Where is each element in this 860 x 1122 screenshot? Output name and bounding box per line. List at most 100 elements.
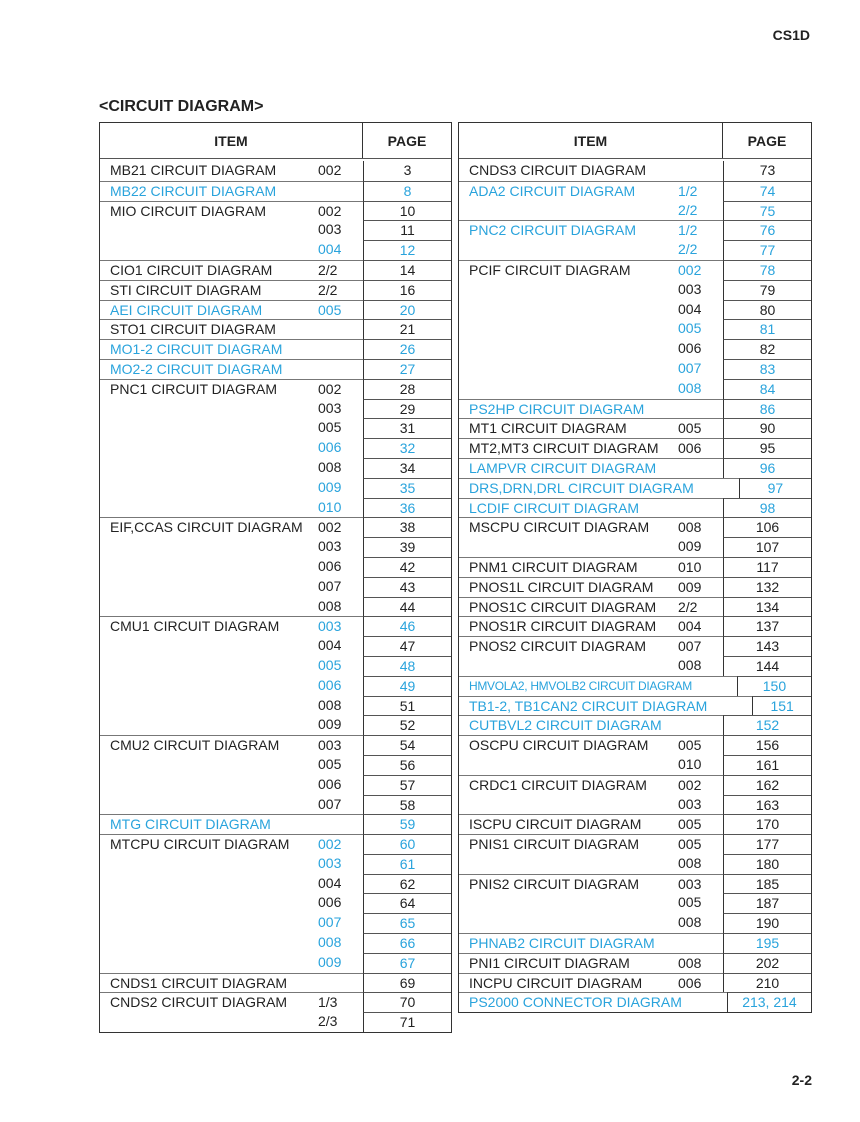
page-reference[interactable]: 57 [363, 774, 451, 795]
table-row[interactable]: 009 52 [100, 715, 451, 736]
page-reference[interactable]: 43 [363, 576, 451, 597]
diagram-name[interactable]: PHNAB2 CIRCUIT DIAGRAM [469, 935, 655, 952]
page-reference[interactable]: 12 [363, 240, 451, 260]
page-reference[interactable]: 42 [363, 556, 451, 577]
table-row[interactable]: 003 11 [100, 220, 451, 241]
table-row[interactable]: ADA2 CIRCUIT DIAGRAM 1/2 74 [459, 180, 811, 201]
page-reference[interactable]: 90 [723, 418, 811, 439]
diagram-name[interactable]: LCDIF CIRCUIT DIAGRAM [469, 499, 640, 516]
page-reference[interactable]: 185 [723, 873, 811, 894]
page-reference[interactable]: 195 [723, 933, 811, 953]
table-row[interactable]: 004 47 [100, 636, 451, 656]
page-reference[interactable]: 54 [363, 735, 451, 755]
table-row[interactable]: MT2,MT3 CIRCUIT DIAGRAM 006 95 [459, 438, 811, 458]
page-reference[interactable]: 36 [363, 497, 451, 518]
table-row[interactable]: 005 81 [459, 319, 811, 340]
page-reference[interactable]: 61 [363, 853, 451, 874]
diagram-name[interactable]: PNM1 CIRCUIT DIAGRAM [469, 558, 638, 575]
table-row[interactable]: PNOS1R CIRCUIT DIAGRAM 004 137 [459, 616, 811, 637]
page-reference[interactable]: 107 [723, 537, 811, 557]
table-row[interactable]: 006 57 [100, 774, 451, 795]
table-row[interactable]: PNOS2 CIRCUIT DIAGRAM 007 143 [459, 636, 811, 656]
page-reference[interactable]: 81 [723, 319, 811, 340]
diagram-name[interactable]: MB22 CIRCUIT DIAGRAM [110, 182, 277, 199]
table-row[interactable]: PNIS1 CIRCUIT DIAGRAM 005 177 [459, 834, 811, 854]
page-reference[interactable]: 58 [363, 794, 451, 815]
page-reference[interactable]: 34 [363, 457, 451, 478]
page-reference[interactable]: 190 [723, 913, 811, 934]
table-row[interactable]: 008 34 [100, 457, 451, 478]
table-row[interactable]: PNOS1L CIRCUIT DIAGRAM 009 132 [459, 576, 811, 597]
page-reference[interactable]: 170 [723, 814, 811, 835]
diagram-name[interactable]: HMVOLA2, HMVOLB2 CIRCUIT DIAGRAM [469, 678, 692, 693]
table-row[interactable]: LCDIF CIRCUIT DIAGRAM 98 [459, 497, 811, 518]
diagram-name[interactable]: MT2,MT3 CIRCUIT DIAGRAM [469, 440, 659, 457]
table-row[interactable]: MB21 CIRCUIT DIAGRAM 002 3 [100, 161, 451, 181]
table-row[interactable]: PNI1 CIRCUIT DIAGRAM 008 202 [459, 952, 811, 973]
page-reference[interactable]: 14 [363, 259, 451, 280]
table-row[interactable]: STI CIRCUIT DIAGRAM 2/2 16 [100, 279, 451, 300]
table-row[interactable]: CNDS2 CIRCUIT DIAGRAM 1/3 70 [100, 992, 451, 1013]
page-reference[interactable]: 187 [723, 893, 811, 914]
table-row[interactable]: 008 190 [459, 913, 811, 934]
table-row[interactable]: 007 65 [100, 913, 451, 934]
diagram-name[interactable]: PS2HP CIRCUIT DIAGRAM [469, 400, 645, 417]
page-reference[interactable]: 69 [363, 972, 451, 993]
table-row[interactable]: 006 82 [459, 339, 811, 359]
page-reference[interactable]: 150 [736, 675, 811, 696]
table-row[interactable]: 003 29 [100, 398, 451, 419]
page-reference[interactable]: 132 [723, 576, 811, 597]
page-reference[interactable]: 96 [723, 457, 811, 478]
diagram-name[interactable]: AEI CIRCUIT DIAGRAM [110, 301, 263, 318]
page-reference[interactable]: 47 [363, 636, 451, 656]
diagram-name[interactable]: MO1-2 CIRCUIT DIAGRAM [110, 341, 283, 358]
page-reference[interactable]: 64 [363, 893, 451, 914]
diagram-name[interactable]: MTG CIRCUIT DIAGRAM [110, 816, 271, 833]
table-row[interactable]: 004 62 [100, 873, 451, 894]
table-row[interactable]: 010 36 [100, 497, 451, 518]
table-row[interactable]: 2/3 71 [100, 1012, 451, 1033]
diagram-name[interactable]: ADA2 CIRCUIT DIAGRAM [469, 182, 636, 199]
table-row[interactable]: 007 58 [100, 794, 451, 815]
diagram-name[interactable]: PNIS1 CIRCUIT DIAGRAM [469, 836, 640, 853]
page-reference[interactable]: 35 [363, 477, 451, 498]
page-reference[interactable]: 162 [723, 774, 811, 795]
table-row[interactable]: ISCPU CIRCUIT DIAGRAM 005 170 [459, 814, 811, 835]
diagram-name[interactable]: CIO1 CIRCUIT DIAGRAM [110, 261, 273, 278]
page-reference[interactable]: 51 [363, 695, 451, 716]
page-reference[interactable]: 11 [363, 220, 451, 241]
table-row[interactable]: PNC1 CIRCUIT DIAGRAM 002 28 [100, 378, 451, 399]
page-reference[interactable]: 49 [363, 675, 451, 696]
diagram-name[interactable]: ISCPU CIRCUIT DIAGRAM [469, 816, 642, 833]
diagram-name[interactable]: MIO CIRCUIT DIAGRAM [110, 202, 267, 219]
table-row[interactable]: 003 39 [100, 537, 451, 557]
diagram-name[interactable]: OSCPU CIRCUIT DIAGRAM [469, 737, 649, 754]
table-row[interactable]: PHNAB2 CIRCUIT DIAGRAM 195 [459, 933, 811, 953]
table-row[interactable]: MTCPU CIRCUIT DIAGRAM 002 60 [100, 834, 451, 854]
table-row[interactable]: 006 42 [100, 556, 451, 577]
page-reference[interactable]: 86 [723, 398, 811, 419]
table-row[interactable]: 003 79 [459, 279, 811, 300]
page-reference[interactable]: 74 [723, 180, 811, 201]
diagram-name[interactable]: MB21 CIRCUIT DIAGRAM [110, 162, 277, 178]
diagram-name[interactable]: MTCPU CIRCUIT DIAGRAM [110, 836, 290, 853]
table-row[interactable]: TB1-2, TB1CAN2 CIRCUIT DIAGRAM 151 [459, 695, 811, 716]
table-row[interactable]: EIF,CCAS CIRCUIT DIAGRAM 002 38 [100, 517, 451, 538]
page-reference[interactable]: 31 [363, 418, 451, 439]
page-reference[interactable]: 3 [363, 161, 451, 181]
table-row[interactable]: LAMPVR CIRCUIT DIAGRAM 96 [459, 457, 811, 478]
page-reference[interactable]: 73 [723, 161, 811, 181]
page-reference[interactable]: 71 [363, 1012, 451, 1033]
page-reference[interactable]: 28 [363, 378, 451, 399]
page-reference[interactable]: 77 [723, 240, 811, 260]
table-row[interactable]: 010 161 [459, 754, 811, 775]
page-reference[interactable]: 151 [752, 695, 811, 716]
diagram-name[interactable]: PNC2 CIRCUIT DIAGRAM [469, 222, 636, 239]
table-row[interactable]: PNC2 CIRCUIT DIAGRAM 1/2 76 [459, 220, 811, 241]
page-reference[interactable]: 39 [363, 537, 451, 557]
table-row[interactable]: AEI CIRCUIT DIAGRAM 005 20 [100, 299, 451, 320]
diagram-name[interactable]: CNDS3 CIRCUIT DIAGRAM [469, 162, 647, 178]
page-reference[interactable]: 106 [723, 517, 811, 538]
page-reference[interactable]: 75 [723, 200, 811, 221]
table-row[interactable]: 009 67 [100, 952, 451, 973]
